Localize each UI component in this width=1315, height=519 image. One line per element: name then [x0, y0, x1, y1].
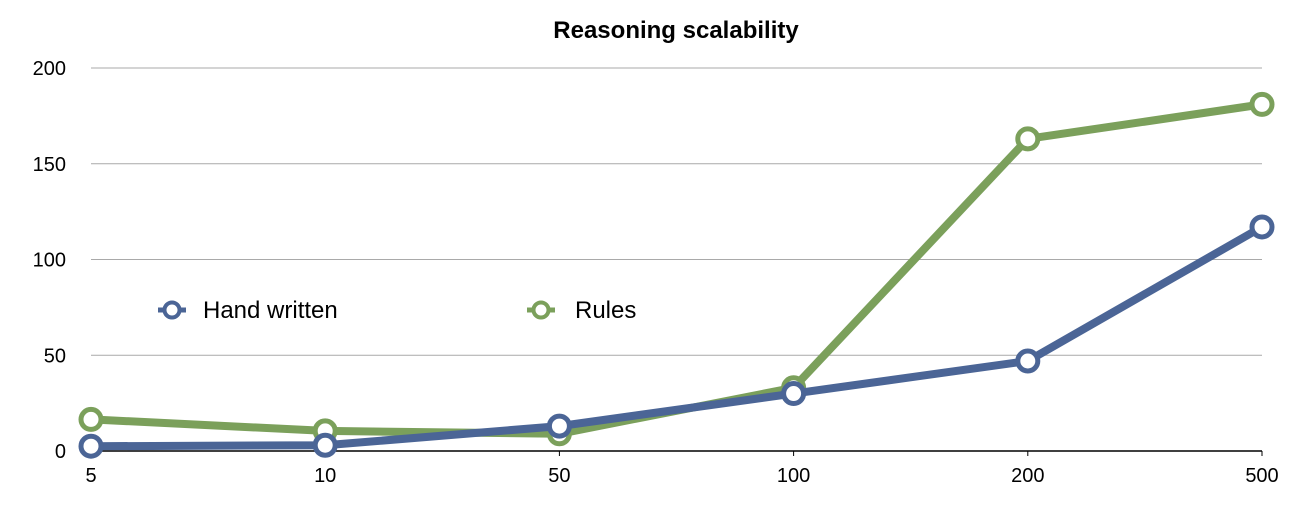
data-point [1015, 126, 1041, 152]
data-point [1249, 214, 1275, 240]
x-axis-ticks: 5 10 50 100 200 500 [85, 451, 1279, 487]
data-point [1249, 91, 1275, 117]
x-tick-label: 50 [548, 465, 570, 487]
legend-label: Rules [575, 297, 636, 324]
series-line [87, 222, 1266, 451]
y-tick-label: 200 [33, 58, 66, 80]
series-rules [78, 91, 1275, 447]
y-tick-label: 100 [33, 250, 66, 272]
y-axis-ticks: 0 50 100 150 200 [33, 58, 66, 463]
series-line [87, 100, 1266, 438]
y-tick-label: 50 [44, 345, 66, 367]
y-tick-label: 150 [33, 154, 66, 176]
x-tick-label: 100 [777, 465, 810, 487]
data-point [78, 433, 104, 459]
x-tick-label: 200 [1011, 465, 1044, 487]
gridlines [91, 67, 1262, 452]
data-point [312, 432, 338, 458]
y-tick-label: 0 [55, 441, 66, 463]
chart-title: Reasoning scalability [553, 17, 799, 44]
data-point [781, 381, 807, 407]
x-tick-label: 10 [314, 465, 336, 487]
legend: Hand written Rules [158, 297, 636, 324]
x-tick-label: 500 [1245, 465, 1278, 487]
data-point [546, 413, 572, 439]
legend-swatch-marker [162, 300, 182, 320]
series-hand-written [78, 214, 1275, 459]
data-point [78, 406, 104, 432]
legend-item: Rules [527, 297, 636, 324]
series-group [78, 91, 1275, 459]
legend-label: Hand written [203, 297, 338, 324]
data-point [1015, 348, 1041, 374]
x-tick-label: 5 [85, 465, 96, 487]
legend-swatch-marker [531, 300, 551, 320]
legend-item: Hand written [158, 297, 338, 324]
